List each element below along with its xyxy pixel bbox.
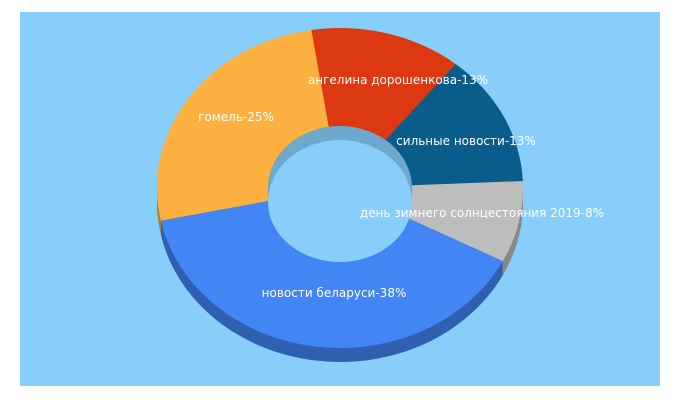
pie-slice	[157, 29, 329, 221]
slice-label: новости беларуси-38%	[262, 286, 407, 300]
pie-slice	[404, 181, 523, 262]
slice-label: сильные новости-13%	[396, 134, 536, 148]
donut-hole	[268, 142, 412, 262]
chart-background: ангелина дорошенкова-13% сильные новости-…	[20, 12, 660, 386]
pie-slice	[311, 28, 456, 140]
donut-slices	[157, 28, 523, 348]
pie-slice	[385, 64, 523, 186]
slice-labels: ангелина дорошенкова-13% сильные новости-…	[198, 73, 604, 300]
slice-label: гомель-25%	[198, 110, 274, 124]
pie-slice	[160, 200, 503, 348]
donut-chart: ангелина дорошенкова-13% сильные новости-…	[157, 28, 604, 362]
slice-label: день зимнего солнцестояния 2019-8%	[360, 206, 604, 220]
slice-label: ангелина дорошенкова-13%	[308, 73, 488, 87]
